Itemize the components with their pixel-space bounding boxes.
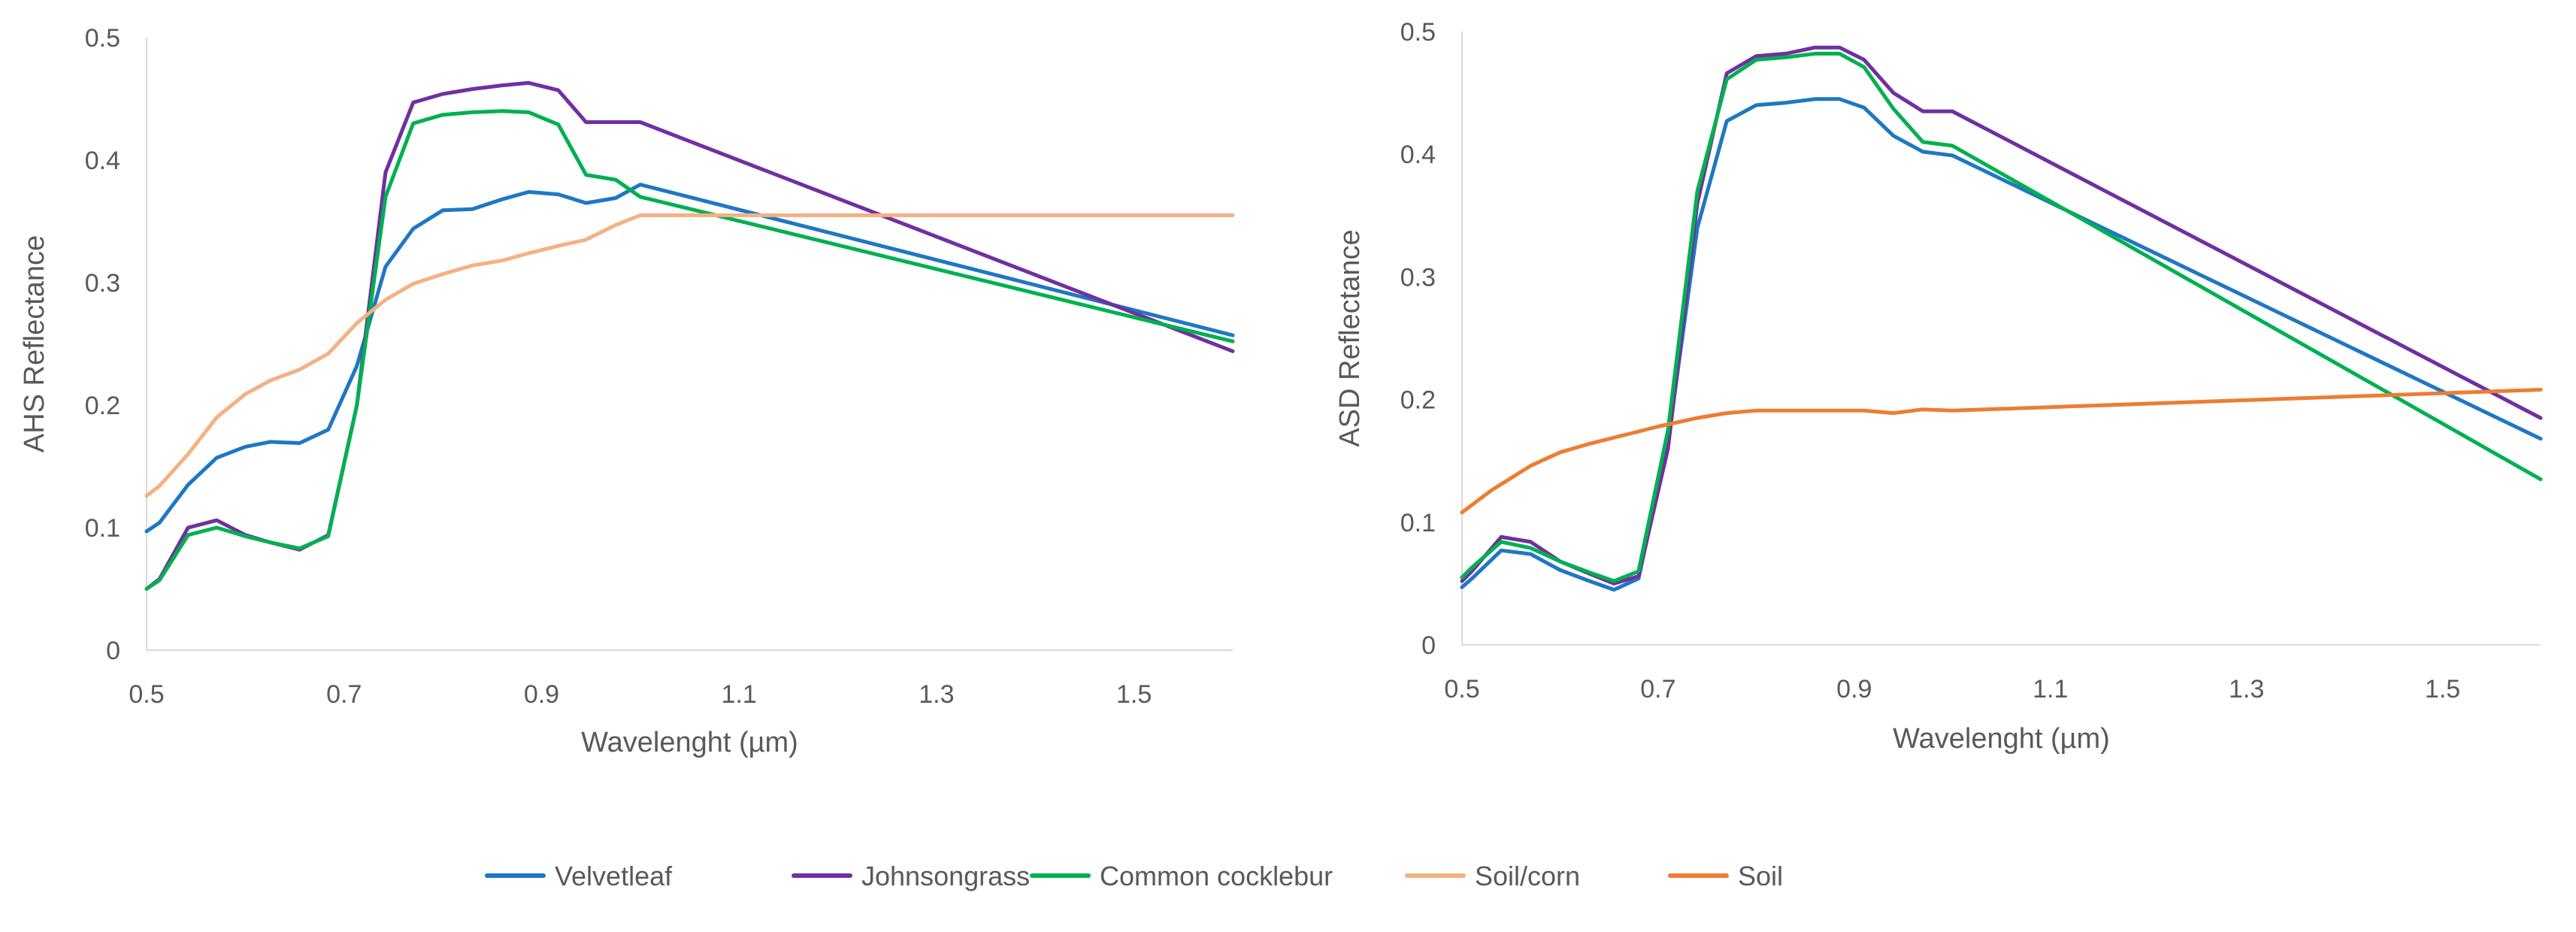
legend: Velvetleaf Johnsongrass Common cocklebur So… — [485, 861, 1783, 891]
legend-label-johnsongrass: Johnsongrass — [861, 861, 1030, 891]
ahs-reflectance-chart: 0 0.1 0.2 0.3 0.4 0.5 0.5 0.7 0.9 1.1 1.3 1.5 AHS Re… — [19, 24, 1235, 758]
ahs-y-tick-label: 0.5 — [85, 24, 120, 53]
ahs-y-tick-label: 0.4 — [85, 147, 120, 175]
asd-x-axis-title: Wavelenght (µm) — [1893, 723, 2110, 755]
asd-y-tick-label: 0.2 — [1400, 386, 1436, 415]
ahs-x-tick-label: 0.7 — [326, 680, 362, 709]
ahs-y-tick-label: 0.3 — [85, 269, 120, 298]
asd-x-tick-label: 0.5 — [1444, 675, 1479, 704]
legend-label-soil: Soil — [1738, 861, 1783, 891]
legend-label-soil-corn: Soil/corn — [1475, 861, 1580, 891]
asd-x-tick-label: 1.3 — [2229, 675, 2264, 704]
ahs-x-tick-label: 0.9 — [524, 680, 559, 709]
ahs-x-axis-title: Wavelenght (µm) — [581, 727, 798, 758]
legend-label-velvetleaf: Velvetleaf — [555, 861, 673, 891]
ahs-y-axis-title: AHS Reflectance — [19, 235, 50, 452]
asd-series-johnsongrass — [1460, 45, 2543, 586]
asd-y-tick-label: 0.1 — [1400, 509, 1436, 537]
asd-x-tick-label: 0.7 — [1640, 675, 1675, 704]
ahs-y-tick-label: 0.1 — [85, 514, 120, 543]
ahs-series-johnsongrass — [144, 80, 1235, 591]
asd-y-tick-label: 0.5 — [1400, 18, 1436, 47]
asd-x-tick-label: 1.1 — [2033, 675, 2068, 704]
asd-y-tick-label: 0.3 — [1400, 263, 1436, 292]
asd-reflectance-chart: 0 0.1 0.2 0.3 0.4 0.5 0.5 0.7 0.9 1.1 1.3 1.5 ASD Re… — [1334, 18, 2543, 755]
legend-label-common-cocklebur: Common cocklebur — [1100, 861, 1333, 891]
asd-y-tick-label: 0 — [1421, 631, 1436, 660]
asd-y-tick-label: 0.4 — [1400, 141, 1436, 169]
asd-y-axis-title: ASD Reflectance — [1334, 229, 1366, 446]
asd-series-soil — [1460, 388, 2543, 515]
ahs-y-tick-label: 0 — [106, 637, 120, 665]
asd-series-velvetleaf — [1460, 97, 2543, 592]
asd-x-tick-label: 0.9 — [1836, 675, 1872, 704]
ahs-series-common-cocklebur — [144, 109, 1235, 591]
ahs-x-tick-label: 0.5 — [129, 680, 164, 709]
ahs-series-soil-corn — [144, 213, 1235, 498]
asd-series-common-cocklebur — [1460, 51, 2543, 583]
ahs-y-tick-label: 0.2 — [85, 392, 120, 420]
ahs-x-tick-label: 1.1 — [722, 680, 757, 709]
ahs-x-tick-label: 1.5 — [1116, 680, 1152, 709]
ahs-x-tick-label: 1.3 — [919, 680, 954, 709]
ahs-series-velvetleaf — [144, 183, 1235, 534]
asd-x-tick-label: 1.5 — [2425, 675, 2460, 704]
